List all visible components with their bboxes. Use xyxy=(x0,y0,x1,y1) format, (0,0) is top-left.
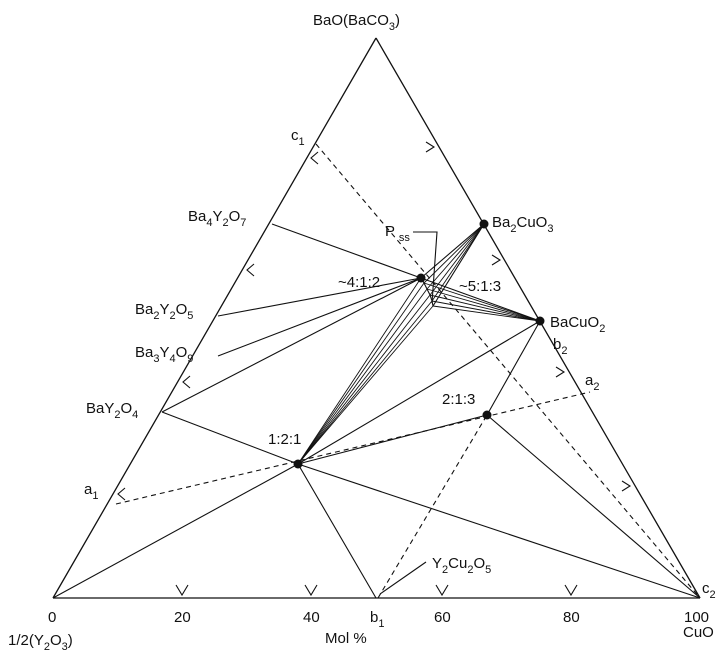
label-bay2o4: BaY2O4 xyxy=(86,400,138,421)
point-bacuo2 xyxy=(535,316,545,326)
tick-right-1 xyxy=(425,141,436,153)
edge-ticks xyxy=(117,141,632,597)
label-bacuo2: BaCuO2 xyxy=(550,314,605,335)
fan-line xyxy=(423,282,541,322)
axis-tick-label: 100 xyxy=(684,609,709,626)
label-411: ~4:1:2 xyxy=(338,274,380,291)
fan-line xyxy=(297,288,428,465)
tick-bottom-20 xyxy=(175,584,189,597)
fan-line xyxy=(429,294,541,322)
label-121: 1:2:1 xyxy=(268,431,301,448)
dashed-c1-c2 xyxy=(315,143,701,599)
tick-bottom-40 xyxy=(304,584,318,597)
point-ba2cuo3 xyxy=(479,219,489,229)
label-y2cu2o5: Y2Cu2O5 xyxy=(432,555,491,576)
bottom-axis: 0 20 40 60 80 100 Mol % xyxy=(48,609,709,647)
tie-pss-ba2cuo3 xyxy=(432,223,485,307)
tick-right-4 xyxy=(621,480,632,492)
fan-line xyxy=(429,223,485,296)
tie-121-213 xyxy=(297,414,488,465)
tie-411-ba2cuo3 xyxy=(420,223,485,279)
axis-tick-label: 20 xyxy=(174,609,191,626)
tick-left-4 xyxy=(310,151,319,165)
tie-213-bacuo2 xyxy=(486,320,541,416)
fan-line xyxy=(297,282,425,465)
label-b2: b2 xyxy=(553,336,567,357)
axis-tick-label: 0 xyxy=(48,609,56,626)
tie-lines xyxy=(52,223,701,599)
tie-121-y2cu2o5 xyxy=(297,463,377,599)
tick-left-1 xyxy=(117,487,126,501)
vertex-left-label: 1/2(Y2O3) xyxy=(8,632,73,653)
tie-121-cuo xyxy=(297,463,701,599)
fan-line xyxy=(297,277,422,465)
fan-line xyxy=(297,294,431,465)
tie-bay2o4-121 xyxy=(161,411,299,465)
label-213: 2:1:3 xyxy=(442,391,475,408)
point-labels: a1 a2 b1 b2 c1 c2 xyxy=(84,127,716,630)
triangle-edge-left xyxy=(52,37,377,599)
tie-ba3y4o9-411 xyxy=(217,277,422,357)
label-pss: P ss xyxy=(385,223,410,244)
tick-right-2 xyxy=(491,254,502,266)
fan-line xyxy=(432,305,541,322)
label-c1: c1 xyxy=(291,127,305,148)
label-ba4y2o7: Ba4Y2O7 xyxy=(188,208,246,229)
label-ba2y2o5: Ba2Y2O5 xyxy=(135,301,193,322)
leader-lines xyxy=(379,231,438,595)
tie-line-fans xyxy=(297,223,541,465)
dashed-lines xyxy=(115,143,701,599)
tie-ba2y2o5-411 xyxy=(217,277,422,317)
phase-labels: Ba4Y2O7 Ba2Y2O5 Ba3Y4O9 BaY2O4 Ba2CuO3 B… xyxy=(86,208,605,576)
tie-y2o3-121 xyxy=(52,463,299,599)
tie-121-bacuo2 xyxy=(297,320,541,465)
tie-ba4y2o7-411 xyxy=(271,223,422,279)
label-b1: b1 xyxy=(370,609,384,630)
point-411 xyxy=(416,273,426,283)
leader-y2cu2o5 xyxy=(379,561,427,595)
axis-tick-label: 40 xyxy=(303,609,320,626)
fan-line xyxy=(297,300,433,465)
label-ba2cuo3: Ba2CuO3 xyxy=(492,214,553,235)
fan-line xyxy=(426,223,485,290)
tick-left-2 xyxy=(182,375,191,389)
label-a2: a2 xyxy=(585,372,599,393)
label-ba3y4o9: Ba3Y4O9 xyxy=(135,344,193,365)
tick-bottom-60 xyxy=(435,584,449,597)
fan-line xyxy=(426,288,541,322)
label-a1: a1 xyxy=(84,481,98,502)
fan-line xyxy=(423,223,485,284)
fan-line xyxy=(431,300,541,322)
fan-line xyxy=(297,305,434,465)
tick-right-3 xyxy=(555,366,566,378)
label-c2: c2 xyxy=(702,580,716,601)
tie-411-bacuo2 xyxy=(420,277,541,322)
phase-points xyxy=(293,219,545,469)
label-513: ~5:1:3 xyxy=(459,278,501,295)
tick-left-3 xyxy=(246,263,255,277)
point-213 xyxy=(482,410,492,420)
point-121 xyxy=(293,459,303,469)
vertex-top-label: BaO(BaCO3) xyxy=(313,12,400,33)
axis-label: Mol % xyxy=(325,630,367,647)
vertex-right-label: CuO xyxy=(683,624,714,641)
axis-tick-label: 80 xyxy=(563,609,580,626)
tie-213-cuo xyxy=(486,414,701,599)
tie-bay2o4-411 xyxy=(161,277,422,413)
tick-bottom-80 xyxy=(564,584,578,597)
axis-tick-label: 60 xyxy=(434,609,451,626)
dashed-a1-a2 xyxy=(115,391,591,505)
leader-pss xyxy=(413,231,438,304)
